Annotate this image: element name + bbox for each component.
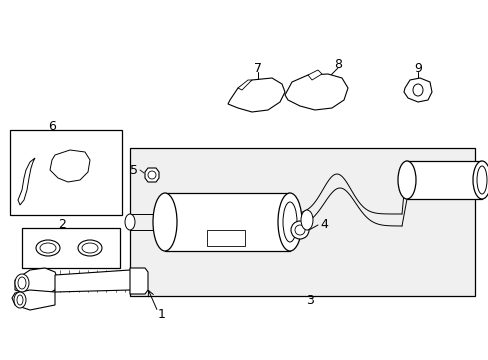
Text: 4: 4 [319,219,327,231]
Text: 2: 2 [58,217,66,230]
Polygon shape [403,78,431,102]
Bar [10,130,122,215]
Text: 1: 1 [158,309,165,321]
Ellipse shape [78,240,102,256]
Polygon shape [145,168,159,182]
Polygon shape [307,70,321,80]
Polygon shape [285,74,347,110]
Text: 9: 9 [413,62,421,75]
Ellipse shape [36,240,60,256]
Ellipse shape [476,166,486,194]
Ellipse shape [15,274,29,292]
Ellipse shape [472,161,488,199]
Text: 5: 5 [130,163,138,176]
Ellipse shape [301,210,312,230]
Ellipse shape [278,193,302,251]
Polygon shape [238,80,251,90]
Bar [130,148,474,296]
Ellipse shape [40,243,56,253]
Ellipse shape [18,277,26,289]
Bar [406,161,481,199]
Ellipse shape [290,221,308,239]
Ellipse shape [397,161,415,199]
Ellipse shape [148,171,156,179]
Bar [164,193,289,251]
Polygon shape [227,78,285,112]
Ellipse shape [294,225,305,235]
Bar [22,228,120,268]
Ellipse shape [153,193,177,251]
Bar [206,230,244,246]
Ellipse shape [14,292,26,308]
Polygon shape [50,150,90,182]
Ellipse shape [17,295,23,305]
Polygon shape [12,290,55,310]
Ellipse shape [125,214,135,230]
Text: 6: 6 [48,120,56,132]
Ellipse shape [283,202,296,242]
Text: 3: 3 [305,293,313,306]
Text: 8: 8 [333,58,341,72]
Polygon shape [130,268,148,294]
Text: 7: 7 [253,62,262,75]
Ellipse shape [412,84,422,96]
Polygon shape [55,270,140,292]
Polygon shape [18,158,35,205]
Polygon shape [15,268,58,295]
Ellipse shape [82,243,98,253]
